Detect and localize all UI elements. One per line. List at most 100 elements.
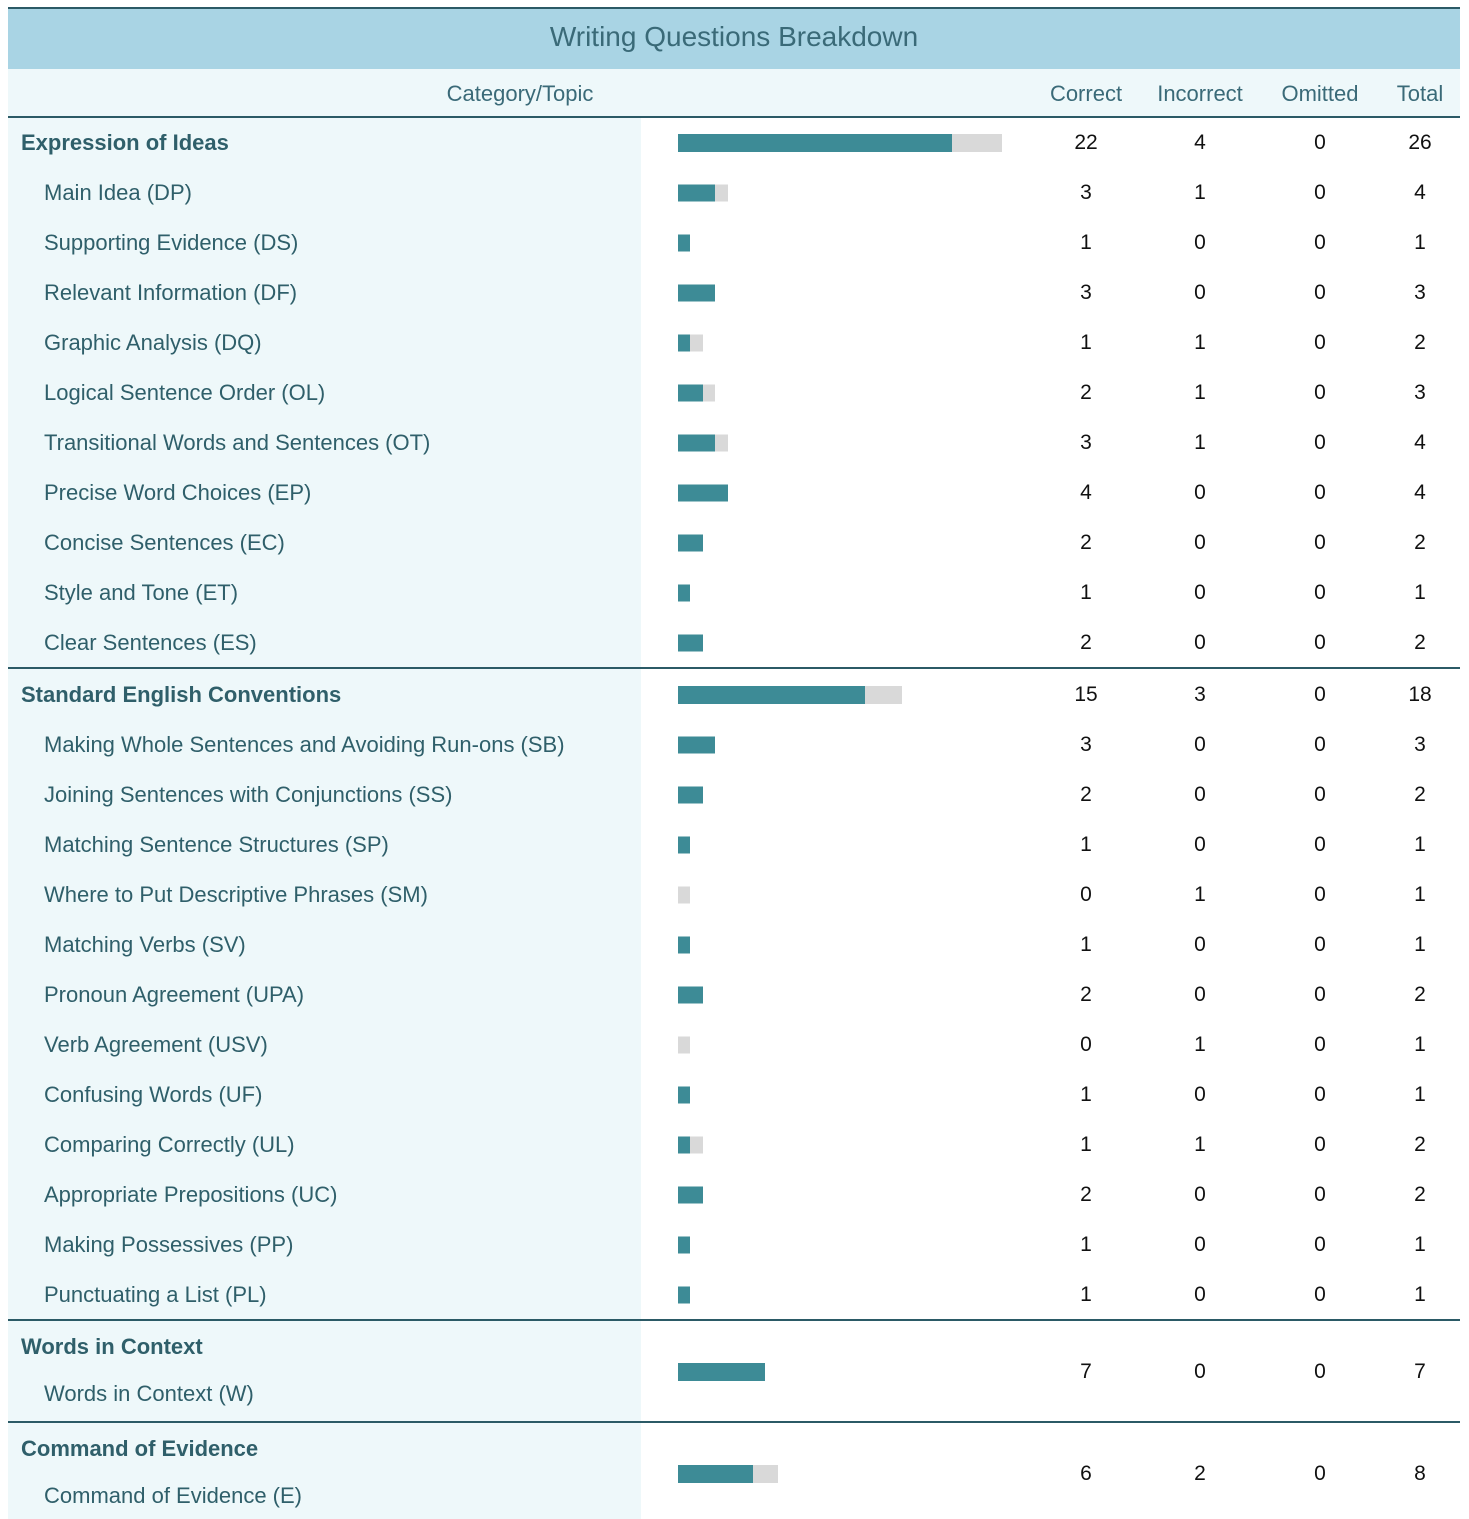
- bar-incorrect: [678, 1036, 691, 1054]
- cell-omitted: 0: [1314, 531, 1326, 554]
- cell-correct: 0: [1080, 1033, 1092, 1056]
- bar-correct: [678, 584, 691, 602]
- topic-name: Relevant Information (DF): [44, 280, 298, 305]
- cell-omitted: 0: [1314, 1283, 1326, 1306]
- bar-correct: [678, 484, 728, 502]
- bar-incorrect: [951, 134, 1002, 152]
- cell-omitted: 0: [1314, 1233, 1326, 1256]
- cell-correct: 22: [1074, 131, 1098, 154]
- bar-correct: [678, 1236, 691, 1254]
- bar-correct: [678, 736, 716, 754]
- cell-omitted: 0: [1314, 933, 1326, 956]
- bar-incorrect: [715, 184, 728, 202]
- cell-correct: 4: [1080, 481, 1092, 504]
- bar-correct: [678, 686, 865, 704]
- cell-incorrect: 1: [1194, 1133, 1206, 1156]
- bar-correct: [678, 1465, 753, 1483]
- bar-incorrect: [690, 1136, 703, 1154]
- topic-name: Confusing Words (UF): [44, 1082, 263, 1107]
- cell-total: 18: [1408, 683, 1432, 706]
- cell-total: 3: [1414, 381, 1426, 404]
- section-separator: [8, 667, 1460, 669]
- cell-omitted: 0: [1314, 983, 1326, 1006]
- cell-correct: 7: [1080, 1360, 1092, 1383]
- cell-correct: 1: [1080, 1233, 1092, 1256]
- cell-omitted: 0: [1314, 1033, 1326, 1056]
- cell-total: 2: [1414, 983, 1426, 1006]
- cell-incorrect: 0: [1194, 1283, 1206, 1306]
- cell-total: 3: [1414, 281, 1426, 304]
- cell-incorrect: 1: [1194, 331, 1206, 354]
- bar-correct: [678, 1136, 691, 1154]
- cell-incorrect: 0: [1194, 1233, 1206, 1256]
- section-separator: [8, 1421, 1460, 1423]
- bar-incorrect: [690, 334, 703, 352]
- cell-total: 1: [1414, 231, 1426, 254]
- cell-total: 2: [1414, 331, 1426, 354]
- cell-correct: 1: [1080, 231, 1092, 254]
- topic-name: Making Possessives (PP): [44, 1232, 294, 1257]
- header-row: [8, 69, 1460, 118]
- cell-omitted: 0: [1314, 833, 1326, 856]
- cell-omitted: 0: [1314, 1183, 1326, 1206]
- title-bar: [8, 7, 1460, 71]
- cell-incorrect: 0: [1194, 933, 1206, 956]
- cell-correct: 2: [1080, 631, 1092, 654]
- topic-name: Verb Agreement (USV): [44, 1032, 268, 1057]
- bar-incorrect: [752, 1465, 778, 1483]
- cell-omitted: 0: [1314, 331, 1326, 354]
- bar-correct: [678, 184, 716, 202]
- cell-total: 8: [1414, 1462, 1426, 1485]
- cell-omitted: 0: [1314, 231, 1326, 254]
- cell-incorrect: 1: [1194, 381, 1206, 404]
- cell-incorrect: 0: [1194, 733, 1206, 756]
- bar-correct: [678, 384, 703, 402]
- cell-omitted: 0: [1314, 431, 1326, 454]
- cell-omitted: 0: [1314, 1462, 1326, 1485]
- bar-incorrect: [864, 686, 903, 704]
- cell-omitted: 0: [1314, 1360, 1326, 1383]
- bar-correct: [678, 786, 703, 804]
- section-name: Standard English Conventions: [21, 682, 342, 707]
- column-header: Incorrect: [1157, 81, 1243, 106]
- bar-incorrect: [702, 384, 716, 402]
- cell-correct: 1: [1080, 1133, 1092, 1156]
- cell-omitted: 0: [1314, 683, 1326, 706]
- cell-incorrect: 0: [1194, 231, 1206, 254]
- cell-incorrect: 0: [1194, 783, 1206, 806]
- cell-total: 4: [1414, 481, 1426, 504]
- topic-name: Graphic Analysis (DQ): [44, 330, 262, 355]
- topic-name: Appropriate Prepositions (UC): [44, 1182, 338, 1207]
- cell-correct: 15: [1074, 683, 1098, 706]
- cell-incorrect: 1: [1194, 181, 1206, 204]
- bar-correct: [678, 634, 703, 652]
- cell-correct: 2: [1080, 381, 1092, 404]
- bar-correct: [678, 1186, 703, 1204]
- cell-correct: 6: [1080, 1462, 1092, 1485]
- cell-total: 2: [1414, 1183, 1426, 1206]
- cell-omitted: 0: [1314, 381, 1326, 404]
- topic-name: Punctuating a List (PL): [44, 1282, 267, 1307]
- bar-incorrect: [678, 886, 691, 904]
- cell-incorrect: 1: [1194, 431, 1206, 454]
- topic-name: Joining Sentences with Conjunctions (SS): [44, 782, 453, 807]
- cell-total: 1: [1414, 581, 1426, 604]
- bar-correct: [678, 836, 691, 854]
- cell-incorrect: 0: [1194, 1183, 1206, 1206]
- cell-correct: 0: [1080, 883, 1092, 906]
- cell-correct: 1: [1080, 581, 1092, 604]
- bar-correct: [678, 936, 691, 954]
- topic-name: Command of Evidence (E): [44, 1483, 302, 1508]
- bar-correct: [678, 284, 716, 302]
- cell-incorrect: 4: [1194, 131, 1206, 154]
- topic-name: Comparing Correctly (UL): [44, 1132, 295, 1157]
- topic-name: Words in Context (W): [44, 1381, 254, 1406]
- bar-correct: [678, 134, 952, 152]
- cell-incorrect: 1: [1194, 883, 1206, 906]
- cell-incorrect: 3: [1194, 683, 1206, 706]
- topic-name: Logical Sentence Order (OL): [44, 380, 326, 405]
- cell-correct: 2: [1080, 531, 1092, 554]
- topic-name: Where to Put Descriptive Phrases (SM): [44, 882, 428, 907]
- cell-total: 1: [1414, 933, 1426, 956]
